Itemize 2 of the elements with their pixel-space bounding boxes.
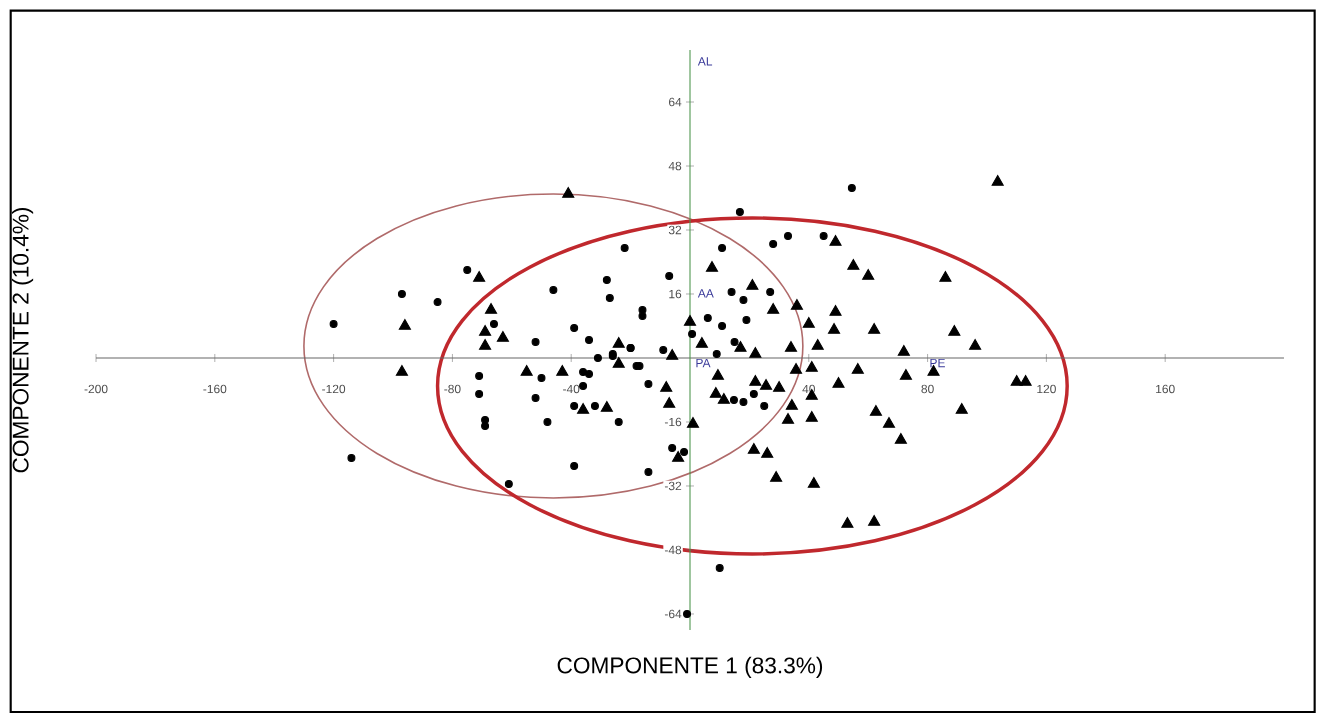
y-axis-title: COMPONENTE 2 (10.4%) (12, 207, 34, 473)
x-axis-title: COMPONENTE 1 (83.3%) (557, 656, 823, 678)
